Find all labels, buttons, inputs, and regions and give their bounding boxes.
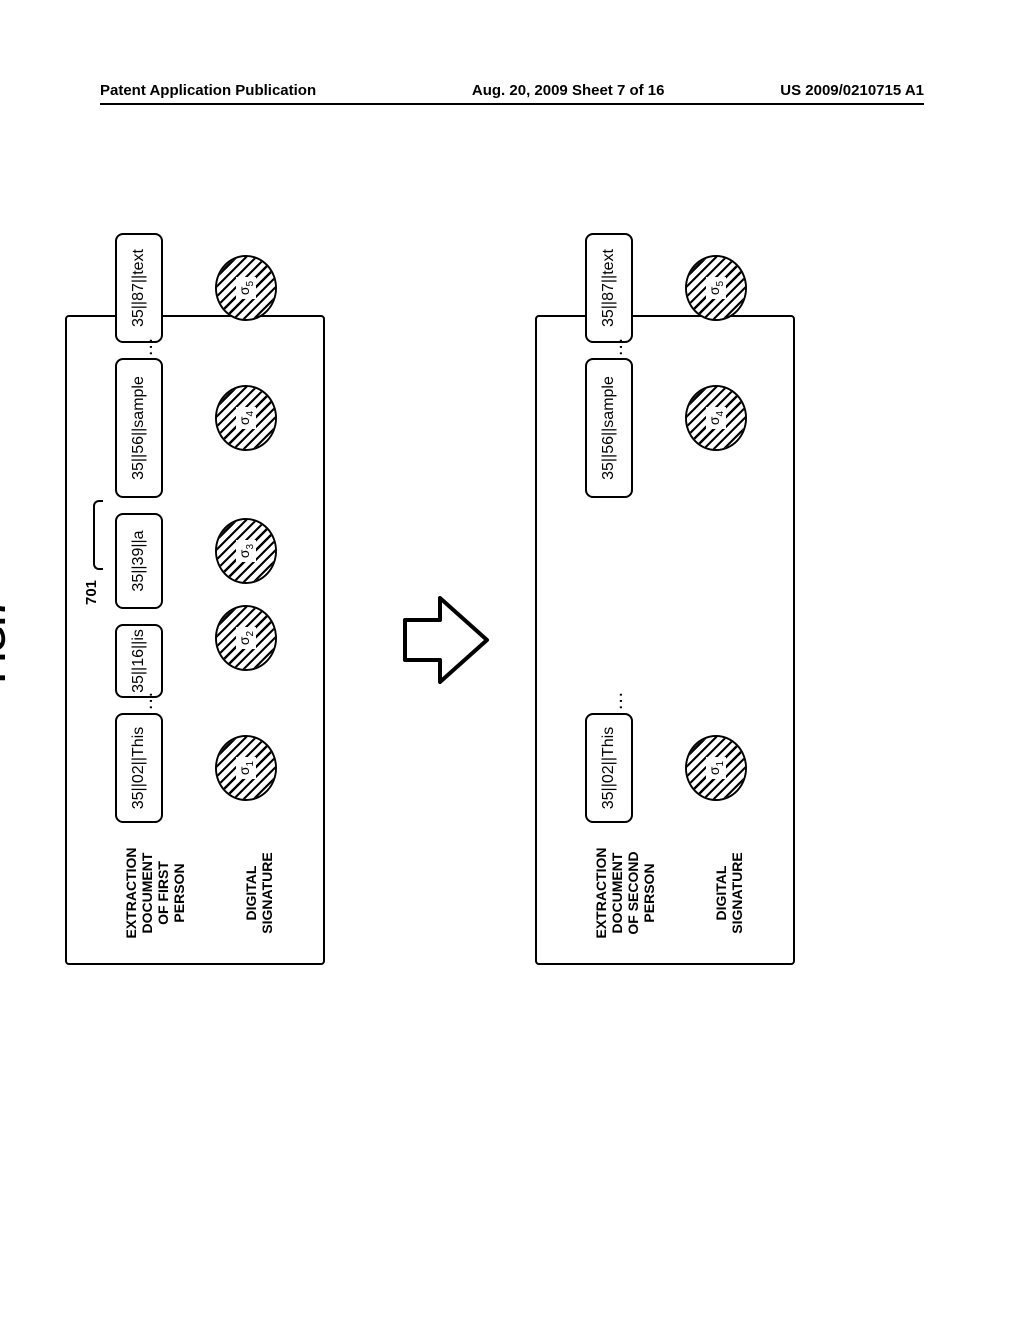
cells-top: 701 35||02||This 35||16||is 35||39||a 35… [97, 331, 303, 823]
sig-label-first: DIGITALSIGNATURE [243, 833, 275, 953]
sigma-1: σ1 [685, 735, 747, 801]
pointer-number: 701 [83, 580, 100, 605]
cell-this: 35||02||This [115, 713, 163, 823]
cell-sample: 35||56||sample [115, 358, 163, 498]
date-sheet: Aug. 20, 2009 Sheet 7 of 16 [316, 82, 780, 99]
sigma-5: σ5 [685, 255, 747, 321]
sigma-4: σ4 [685, 385, 747, 451]
publication-label: Patent Application Publication [100, 82, 316, 99]
cell-text: 35||87||text [585, 233, 633, 343]
sigma-3: σ3 [215, 518, 277, 584]
sigma-5: σ5 [215, 255, 277, 321]
figure-label: FIG.7 [0, 597, 14, 682]
sigma-2: σ2 [215, 605, 277, 671]
reference-pointer-701: 701 [83, 500, 100, 605]
cell-this: 35||02||This [585, 713, 633, 823]
sig-label-second: DIGITALSIGNATURE [713, 833, 745, 953]
cells-bottom: 35||02||This 35||56||sample 35||87||text… [567, 331, 773, 823]
ellipsis: … [135, 687, 158, 711]
ellipsis: … [605, 687, 628, 711]
pointer-bracket [93, 500, 103, 570]
sigma-4: σ4 [215, 385, 277, 451]
cell-a: 35||39||a [115, 513, 163, 609]
publication-number: US 2009/0210715 A1 [780, 82, 924, 99]
cell-text: 35||87||text [115, 233, 163, 343]
cell-sample: 35||56||sample [585, 358, 633, 498]
ellipsis: … [135, 333, 158, 357]
panel-first-person: EXTRACTIONDOCUMENTOF FIRSTPERSON DIGITAL… [65, 315, 325, 965]
doc-label-first: EXTRACTIONDOCUMENTOF FIRSTPERSON [123, 833, 187, 953]
doc-label-second: EXTRACTIONDOCUMENTOF SECONDPERSON [593, 833, 657, 953]
page-header: Patent Application Publication Aug. 20, … [100, 82, 924, 105]
down-arrow-icon [395, 590, 495, 690]
figure-7: FIG.7 EXTRACTIONDOCUMENTOF FIRSTPERSON D… [15, 315, 915, 965]
ellipsis: … [605, 333, 628, 357]
panel-second-person: EXTRACTIONDOCUMENTOF SECONDPERSON DIGITA… [535, 315, 795, 965]
sigma-1: σ1 [215, 735, 277, 801]
